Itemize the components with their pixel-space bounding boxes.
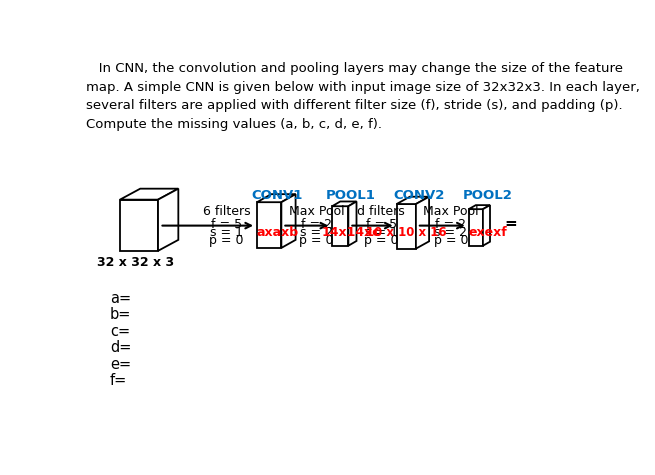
Polygon shape <box>348 201 356 246</box>
Text: e=: e= <box>110 357 131 372</box>
Text: f = 2: f = 2 <box>301 218 332 231</box>
Text: Max Pool: Max Pool <box>289 205 345 218</box>
Text: p = 0: p = 0 <box>210 234 244 247</box>
Text: s = 1: s = 1 <box>365 226 398 239</box>
Text: p = 0: p = 0 <box>434 234 468 247</box>
Polygon shape <box>483 205 490 246</box>
Text: c=: c= <box>110 324 130 339</box>
Text: b=: b= <box>110 307 131 323</box>
Polygon shape <box>257 202 282 248</box>
Text: s = 1: s = 1 <box>210 226 243 239</box>
Text: s = 2: s = 2 <box>434 226 468 239</box>
Text: CONV2: CONV2 <box>394 190 445 202</box>
Polygon shape <box>257 194 295 202</box>
Text: f = 5: f = 5 <box>211 218 242 231</box>
Text: d filters: d filters <box>358 205 405 218</box>
Polygon shape <box>469 209 483 246</box>
Text: s = 2: s = 2 <box>300 226 333 239</box>
Text: CONV1: CONV1 <box>252 190 303 202</box>
Polygon shape <box>416 197 429 248</box>
Text: f = 2: f = 2 <box>436 218 466 231</box>
Polygon shape <box>397 204 416 248</box>
Text: Max Pool: Max Pool <box>423 205 479 218</box>
Text: 14x14xc: 14x14xc <box>322 226 381 239</box>
Text: axaxb: axaxb <box>256 226 299 239</box>
Polygon shape <box>469 205 490 209</box>
Polygon shape <box>120 200 158 251</box>
Text: p = 0: p = 0 <box>364 234 399 247</box>
Text: a=: a= <box>110 291 131 306</box>
Text: =: = <box>504 216 517 231</box>
Text: f=: f= <box>110 373 127 388</box>
Text: 6 filters: 6 filters <box>203 205 250 218</box>
Polygon shape <box>158 189 178 251</box>
Text: POOL1: POOL1 <box>326 190 376 202</box>
Polygon shape <box>397 197 429 204</box>
Polygon shape <box>282 194 295 248</box>
Text: POOL2: POOL2 <box>463 190 513 202</box>
Text: p = 0: p = 0 <box>299 234 333 247</box>
Text: exexf: exexf <box>468 226 508 239</box>
Text: f = 5: f = 5 <box>365 218 397 231</box>
Polygon shape <box>332 201 356 206</box>
Text: 32 x 32 x 3: 32 x 32 x 3 <box>97 256 174 269</box>
Text: 10 x 10 x 16: 10 x 10 x 16 <box>366 226 447 239</box>
Polygon shape <box>120 189 178 200</box>
Text: d=: d= <box>110 340 131 355</box>
Polygon shape <box>332 206 348 246</box>
Text: In CNN, the convolution and pooling layers may change the size of the feature
ma: In CNN, the convolution and pooling laye… <box>86 63 640 131</box>
